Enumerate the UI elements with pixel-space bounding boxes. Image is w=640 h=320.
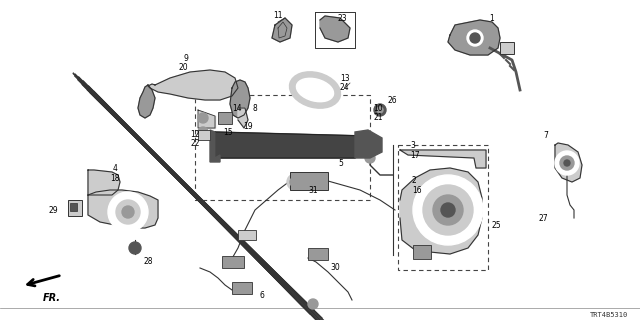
Text: TRT4B5310: TRT4B5310 xyxy=(589,312,628,318)
Text: 26: 26 xyxy=(388,95,397,105)
Text: 1: 1 xyxy=(490,13,494,22)
Text: 3: 3 xyxy=(410,140,415,149)
Circle shape xyxy=(560,156,574,170)
Polygon shape xyxy=(215,132,368,158)
Polygon shape xyxy=(198,110,215,128)
Text: 23: 23 xyxy=(338,13,348,22)
Text: 11: 11 xyxy=(273,11,283,20)
Circle shape xyxy=(116,200,140,224)
Bar xyxy=(500,42,514,54)
Circle shape xyxy=(441,203,455,217)
Text: 8: 8 xyxy=(253,103,257,113)
Text: 19: 19 xyxy=(243,122,253,131)
Bar xyxy=(398,145,488,270)
Bar xyxy=(222,256,244,268)
Circle shape xyxy=(308,299,318,309)
Polygon shape xyxy=(400,168,482,254)
Circle shape xyxy=(122,206,134,218)
Text: 4: 4 xyxy=(113,164,117,172)
Circle shape xyxy=(423,185,473,235)
Bar xyxy=(70,203,77,211)
Text: 18: 18 xyxy=(110,173,120,182)
Polygon shape xyxy=(400,150,486,168)
Circle shape xyxy=(365,153,375,163)
Polygon shape xyxy=(555,143,582,182)
Bar xyxy=(198,130,210,140)
Bar xyxy=(413,245,431,259)
Text: 20: 20 xyxy=(179,62,188,71)
Text: 25: 25 xyxy=(492,220,502,229)
Text: 15: 15 xyxy=(223,127,233,137)
Text: 31: 31 xyxy=(308,186,317,195)
Polygon shape xyxy=(88,170,120,195)
Text: 5: 5 xyxy=(338,158,343,167)
Text: FR.: FR. xyxy=(43,293,61,303)
Circle shape xyxy=(290,177,300,187)
Text: 30: 30 xyxy=(330,263,340,273)
Circle shape xyxy=(470,33,480,43)
Text: 10: 10 xyxy=(373,103,383,113)
Circle shape xyxy=(129,242,141,254)
Polygon shape xyxy=(355,130,382,158)
Circle shape xyxy=(198,127,208,137)
Circle shape xyxy=(374,104,386,116)
Polygon shape xyxy=(138,85,155,118)
Bar xyxy=(68,200,82,216)
Bar xyxy=(238,230,256,240)
Bar xyxy=(218,112,232,124)
Ellipse shape xyxy=(296,78,333,102)
Text: 29: 29 xyxy=(49,205,58,214)
Circle shape xyxy=(198,113,208,123)
Polygon shape xyxy=(210,130,220,162)
Polygon shape xyxy=(88,190,158,228)
Text: 17: 17 xyxy=(410,150,420,159)
Circle shape xyxy=(413,175,483,245)
Text: 7: 7 xyxy=(543,131,548,140)
Bar xyxy=(290,172,328,190)
Text: 13: 13 xyxy=(340,74,349,83)
Circle shape xyxy=(377,107,383,113)
Bar xyxy=(308,248,328,260)
Polygon shape xyxy=(230,80,250,118)
Text: 6: 6 xyxy=(260,292,264,300)
Circle shape xyxy=(564,160,570,166)
Text: 22: 22 xyxy=(191,139,200,148)
Polygon shape xyxy=(148,70,238,100)
Ellipse shape xyxy=(289,72,340,108)
Text: 9: 9 xyxy=(183,53,188,62)
Text: 14: 14 xyxy=(232,103,242,113)
Text: 24: 24 xyxy=(340,83,349,92)
Polygon shape xyxy=(272,18,292,42)
Polygon shape xyxy=(320,16,350,42)
Text: 28: 28 xyxy=(143,258,153,267)
Circle shape xyxy=(433,195,463,225)
Text: 21: 21 xyxy=(373,113,383,122)
Text: 12: 12 xyxy=(191,130,200,139)
Polygon shape xyxy=(238,108,248,128)
Bar xyxy=(232,282,252,294)
Text: 27: 27 xyxy=(538,213,548,222)
Circle shape xyxy=(108,192,148,232)
Circle shape xyxy=(287,174,303,190)
Circle shape xyxy=(467,30,483,46)
Bar xyxy=(195,95,370,200)
Circle shape xyxy=(555,151,579,175)
Text: 16: 16 xyxy=(412,186,422,195)
Polygon shape xyxy=(448,20,500,55)
Text: 2: 2 xyxy=(412,175,417,185)
